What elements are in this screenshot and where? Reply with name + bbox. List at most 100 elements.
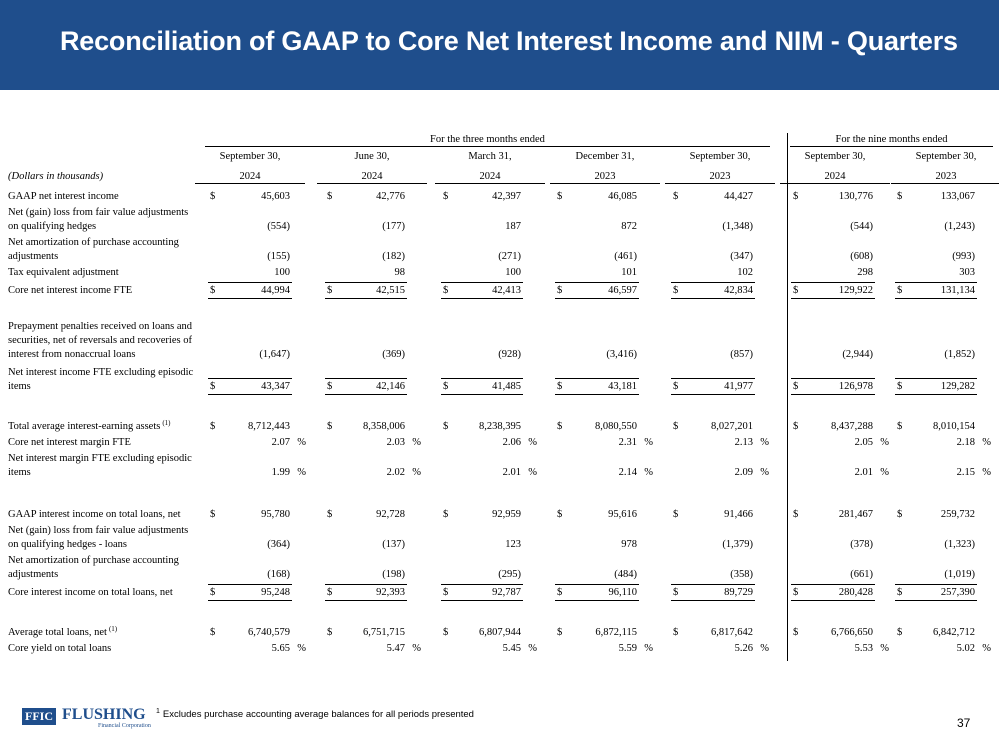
- cell: 2.05%: [791, 435, 889, 450]
- cell: $281,467: [791, 507, 875, 522]
- cell-value: (1,019): [944, 569, 975, 580]
- percent-symbol: %: [528, 467, 537, 478]
- cell-value: 44,427: [724, 191, 753, 202]
- cell-value: 133,067: [940, 191, 975, 202]
- cell-value: 42,146: [376, 381, 405, 392]
- cell: $129,282: [895, 378, 977, 395]
- row-label-line: Net amortization of purchase accounting: [8, 237, 179, 248]
- percent-symbol: %: [297, 467, 306, 478]
- cell: $42,834: [671, 282, 755, 299]
- cell-value: 187: [505, 221, 521, 232]
- row-label-line: adjustments: [8, 251, 59, 262]
- row-label: Net amortization of purchase accounting a…: [8, 236, 179, 264]
- table-row: Core interest income on total loans, net…: [0, 583, 999, 603]
- cell: 2.03%: [325, 435, 421, 450]
- column-header: 2023: [891, 171, 999, 184]
- cell: (182): [325, 249, 407, 264]
- percent-symbol: %: [760, 437, 769, 448]
- table-row: Net amortization of purchase accounting a…: [0, 235, 999, 265]
- currency-symbol: $: [327, 191, 333, 202]
- cell-value: 257,390: [940, 587, 975, 598]
- cell: (857): [671, 347, 755, 362]
- cell: 5.02%: [895, 641, 991, 656]
- percent-symbol: %: [528, 643, 537, 654]
- cell: 5.45%: [441, 641, 537, 656]
- currency-symbol: $: [443, 421, 449, 432]
- cell-value: 129,282: [940, 381, 975, 392]
- cell-value: 43,181: [608, 381, 637, 392]
- cell: 2.18%: [895, 435, 991, 450]
- percent-symbol: %: [644, 467, 653, 478]
- currency-symbol: $: [557, 509, 563, 520]
- cell-value: 2.14: [618, 467, 637, 478]
- currency-symbol: $: [793, 285, 799, 296]
- cell: (271): [441, 249, 523, 264]
- row-label-line: Core yield on total loans: [8, 643, 112, 654]
- cell: $8,712,443: [208, 419, 292, 434]
- table-row: Prepayment penalties received on loans a…: [0, 319, 999, 363]
- cell: (168): [208, 567, 292, 582]
- cell-value: (369): [382, 349, 405, 360]
- cell-value: 281,467: [838, 509, 873, 520]
- cell-value: (168): [267, 569, 290, 580]
- cell-value: 130,776: [838, 191, 873, 202]
- cell-value: 43,347: [261, 381, 290, 392]
- row-label-line: on qualifying hedges - loans: [8, 539, 127, 550]
- cell-value: 5.02: [956, 643, 975, 654]
- cell: (358): [671, 567, 755, 582]
- column-header: June 30,: [354, 151, 390, 162]
- row-label: Net interest margin FTE excluding episod…: [8, 452, 192, 480]
- table-row: Core net interest margin FTE 2.07% 2.03% 2.…: [0, 435, 999, 451]
- row-label-line: Net (gain) loss from fair value adjustme…: [8, 207, 189, 218]
- row-label-line: on qualifying hedges: [8, 221, 97, 232]
- cell-value: 280,428: [838, 587, 873, 598]
- cell-value: 6,842,712: [933, 627, 975, 638]
- cell-value: 42,776: [376, 191, 405, 202]
- cell: 2.13%: [671, 435, 769, 450]
- cell: $43,347: [208, 378, 292, 395]
- footnote-text: Excludes purchase accounting average bal…: [162, 709, 474, 720]
- table-row: Average total loans, net (1) $6,740,579 $6,…: [0, 625, 999, 641]
- currency-symbol: $: [557, 587, 563, 598]
- cell-value: (182): [382, 251, 405, 262]
- row-label-line: adjustments: [8, 569, 59, 580]
- cell-value: 872: [621, 221, 637, 232]
- logo-mark: FFIC: [22, 708, 56, 725]
- cell-value: 5.26: [734, 643, 753, 654]
- cell-value: (1,243): [944, 221, 975, 232]
- row-label-line: GAAP interest income on total loans, net: [8, 509, 181, 520]
- row-label: Net (gain) loss from fair value adjustme…: [8, 206, 188, 234]
- percent-symbol: %: [880, 643, 889, 654]
- cell: $6,751,715: [325, 625, 407, 640]
- row-label: Core net interest income FTE: [8, 284, 132, 298]
- cell-value: 2.15: [956, 467, 975, 478]
- cell-value: 5.53: [854, 643, 873, 654]
- footnote-marker: 1: [156, 708, 160, 715]
- cell-value: 45,603: [261, 191, 290, 202]
- cell: 5.47%: [325, 641, 421, 656]
- cell-value: 5.45: [502, 643, 521, 654]
- cell: (608): [791, 249, 875, 264]
- row-label-line: Net interest income FTE excluding episod…: [8, 367, 194, 378]
- cell: $8,437,288: [791, 419, 875, 434]
- currency-symbol: $: [793, 627, 799, 638]
- footnote: 1 Excludes purchase accounting average ba…: [156, 708, 474, 720]
- row-label-line: securities, net of reversals and recover…: [8, 335, 192, 346]
- row-label-line: Total average interest-earning assets (1): [8, 419, 171, 432]
- row-label: Total average interest-earning assets (1): [8, 416, 171, 434]
- currency-symbol: $: [443, 191, 449, 202]
- cell-value: 978: [621, 539, 637, 550]
- cell-value: 41,977: [724, 381, 753, 392]
- cell: (177): [325, 219, 407, 234]
- currency-symbol: $: [443, 285, 449, 296]
- currency-symbol: $: [210, 627, 216, 638]
- row-label-line: Net interest margin FTE excluding episod…: [8, 453, 192, 464]
- cell: $6,817,642: [671, 625, 755, 640]
- currency-symbol: $: [673, 587, 679, 598]
- cell: (369): [325, 347, 407, 362]
- cell: $92,728: [325, 507, 407, 522]
- cell-value: 8,080,550: [595, 421, 637, 432]
- footnote-ref: (1): [108, 625, 118, 633]
- cell: 5.26%: [671, 641, 769, 656]
